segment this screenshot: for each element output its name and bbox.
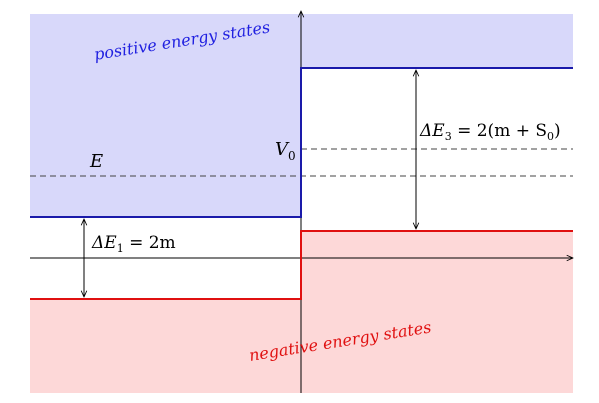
- delta-e1-value: = 2m: [124, 233, 176, 253]
- potential-subscript: 0: [288, 149, 296, 163]
- delta-e1-symbol: ΔE: [91, 233, 117, 253]
- delta-e3-subscript: 3: [445, 130, 452, 143]
- delta-e3-close-paren: ): [554, 121, 561, 141]
- energy-label: E: [89, 151, 103, 172]
- delta-e3-label: ΔE3 = 2(m + S0): [419, 121, 561, 143]
- delta-e1-subscript: 1: [117, 242, 124, 255]
- delta-e1-label: ΔE1 = 2m: [91, 233, 176, 255]
- delta-e3-s-subscript: 0: [547, 130, 554, 143]
- negative-region-right: [301, 231, 573, 393]
- delta-e3-symbol: ΔE: [419, 121, 445, 141]
- delta-e3-value: = 2(m + S: [452, 121, 547, 141]
- positive-region-right: [301, 14, 573, 68]
